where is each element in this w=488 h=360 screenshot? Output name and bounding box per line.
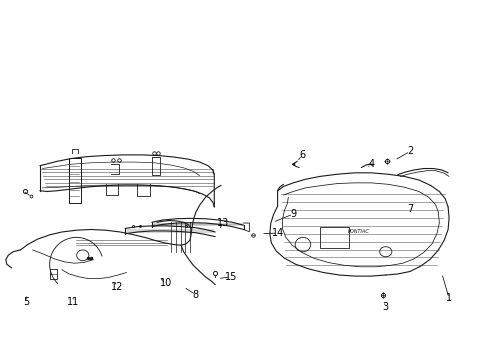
Text: 5: 5	[23, 297, 29, 307]
Text: 15: 15	[224, 272, 237, 282]
Text: 13: 13	[216, 218, 228, 228]
Text: 12: 12	[110, 282, 123, 292]
Text: 6: 6	[298, 150, 305, 160]
Text: 3: 3	[382, 302, 388, 312]
Text: 7: 7	[406, 204, 412, 214]
Text: 1: 1	[445, 293, 451, 303]
Text: 11: 11	[67, 297, 79, 307]
Text: 14: 14	[271, 228, 283, 238]
Text: 9: 9	[289, 209, 296, 219]
Text: PONTIAC: PONTIAC	[347, 229, 369, 234]
Text: 10: 10	[159, 278, 171, 288]
Text: 4: 4	[367, 159, 373, 169]
Text: 2: 2	[406, 146, 412, 156]
Text: 8: 8	[192, 290, 199, 300]
